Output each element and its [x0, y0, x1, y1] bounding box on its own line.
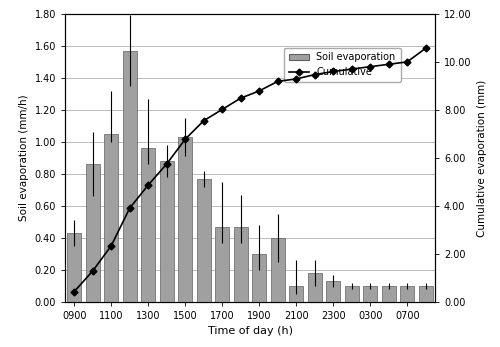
Cumulative	[349, 67, 355, 71]
Bar	[234, 227, 247, 302]
Cumulative	[71, 289, 77, 294]
Y-axis label: Soil evaporation (mm/h): Soil evaporation (mm/h)	[19, 95, 29, 221]
Cumulative	[219, 107, 225, 111]
Cumulative	[127, 206, 133, 210]
Bar	[271, 238, 284, 302]
Cumulative	[275, 79, 281, 83]
Bar	[68, 233, 81, 302]
Line: Cumulative: Cumulative	[72, 46, 428, 294]
Cumulative	[238, 96, 244, 100]
Bar	[400, 286, 414, 302]
Bar	[326, 281, 340, 302]
Cumulative	[108, 244, 114, 248]
Bar	[86, 164, 100, 302]
X-axis label: Time of day (h): Time of day (h)	[208, 327, 292, 337]
Bar	[178, 137, 192, 302]
Cumulative	[386, 62, 392, 66]
Cumulative	[367, 65, 373, 69]
Bar	[364, 286, 377, 302]
Bar	[345, 286, 358, 302]
Legend: Soil evaporation, Cumulative: Soil evaporation, Cumulative	[284, 48, 401, 82]
Bar	[308, 273, 322, 302]
Cumulative	[164, 162, 170, 166]
Cumulative	[256, 89, 262, 93]
Cumulative	[145, 183, 151, 187]
Bar	[142, 148, 155, 302]
Cumulative	[90, 269, 96, 273]
Cumulative	[312, 73, 318, 77]
Cumulative	[423, 46, 429, 50]
Bar	[104, 134, 118, 302]
Bar	[123, 51, 136, 302]
Bar	[290, 286, 303, 302]
Cumulative	[182, 137, 188, 141]
Bar	[419, 286, 432, 302]
Cumulative	[293, 77, 299, 81]
Cumulative	[201, 119, 207, 123]
Bar	[160, 161, 173, 302]
Bar	[216, 227, 229, 302]
Cumulative	[330, 69, 336, 74]
Cumulative	[404, 60, 410, 64]
Y-axis label: Cumulative evaporation (mm): Cumulative evaporation (mm)	[477, 79, 487, 237]
Bar	[382, 286, 396, 302]
Bar	[197, 179, 210, 302]
Bar	[252, 254, 266, 302]
